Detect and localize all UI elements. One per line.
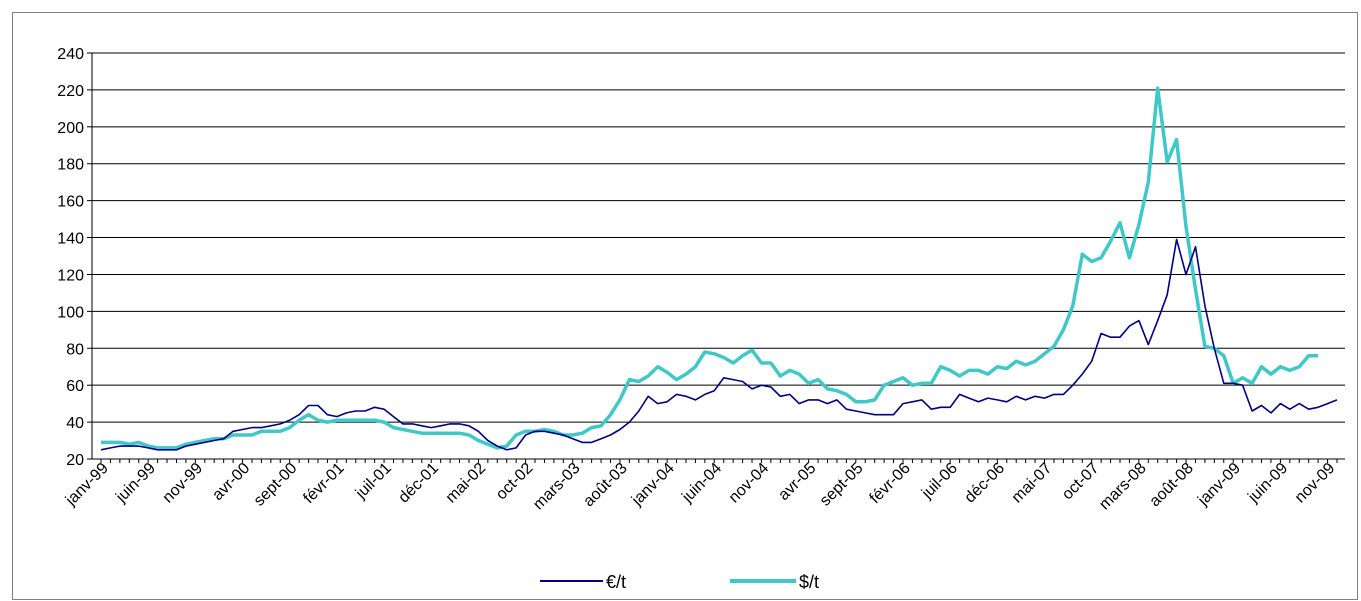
x-tick-label: oct-07 (1059, 460, 1103, 504)
legend-label-euro: €/t (606, 572, 626, 592)
x-tick-label: févr-06 (867, 460, 914, 507)
y-tick-label: 160 (57, 194, 84, 211)
x-tick-label: avr-05 (775, 460, 819, 504)
x-tick-label: juin-04 (678, 460, 725, 507)
x-tick-label: déc-01 (395, 460, 442, 507)
x-tick-label: janv-04 (628, 460, 678, 510)
series-lines (100, 86, 1338, 451)
legend: €/t $/t (540, 572, 819, 592)
x-tick-label: oct-02 (493, 460, 537, 504)
x-tick-label: févr-01 (300, 460, 347, 507)
x-tick-label: juin-09 (1245, 460, 1292, 507)
x-tick-label: mars-08 (1096, 460, 1150, 514)
y-tick-label: 180 (57, 157, 84, 174)
x-tick-label: mai-02 (443, 460, 490, 507)
x-tick-label: déc-06 (962, 460, 1009, 507)
x-tick-label: mai-07 (1009, 460, 1056, 507)
x-tick-label: nov-04 (726, 460, 773, 507)
x-tick-label: mars-03 (530, 460, 584, 514)
x-tick-label: sept-05 (817, 460, 867, 510)
y-axis: 20 40 60 80 100 120 140 160 180 200 220 240 (57, 46, 93, 469)
x-tick-label: juil-06 (918, 460, 961, 503)
x-tick-label: août-03 (580, 460, 630, 510)
x-tick-label: janv-09 (1194, 460, 1244, 510)
y-tick-label: 220 (57, 83, 84, 100)
chart-frame (12, 12, 1358, 600)
x-tick-label: avr-00 (209, 460, 253, 504)
x-tick-label: nov-99 (160, 460, 207, 507)
series-line-euro (100, 238, 1338, 451)
y-tick-label: 40 (66, 415, 84, 432)
y-tick-label: 100 (57, 304, 84, 321)
y-tick-label: 120 (57, 267, 84, 284)
y-tick-label: 20 (66, 452, 84, 469)
x-tick-label: sept-00 (251, 460, 301, 510)
x-tick-label: août-08 (1146, 460, 1196, 510)
y-tick-label: 200 (57, 120, 84, 137)
x-tick-label: juin-99 (112, 460, 159, 507)
y-tick-label: 80 (66, 341, 84, 358)
x-tick-label: juil-01 (352, 460, 395, 503)
y-tick-label: 60 (66, 378, 84, 395)
y-tick-label: 240 (57, 46, 84, 63)
series-line-dollar (101, 86, 1319, 450)
legend-label-dollar: $/t (799, 572, 819, 592)
y-tick-label: 140 (57, 231, 84, 248)
x-tick-label: nov-09 (1292, 460, 1339, 507)
